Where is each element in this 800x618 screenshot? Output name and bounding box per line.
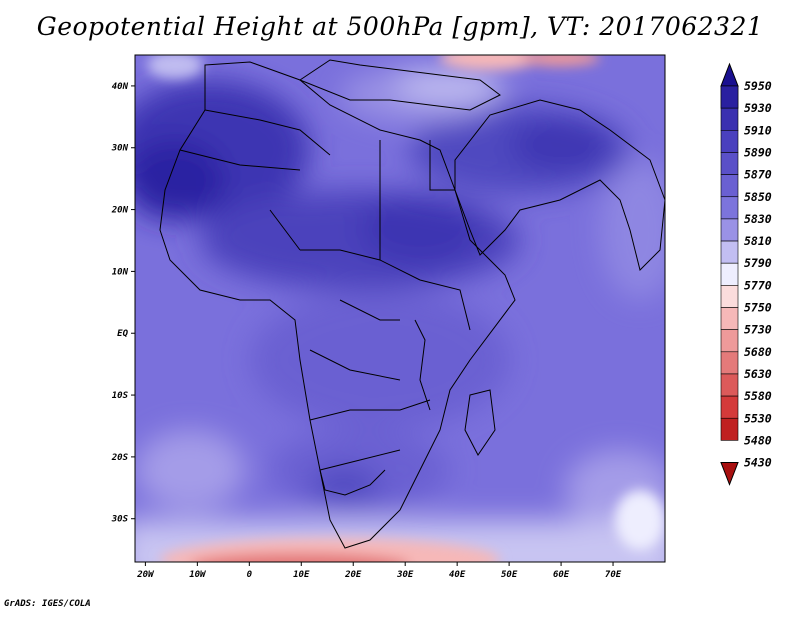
plot-frame	[134, 54, 666, 563]
colorbar-swatch	[720, 417, 739, 441]
y-axis: 40N 30N 20N 10N EQ 10S 20S 30S	[111, 82, 135, 525]
colorbar-bottom-arrow	[720, 462, 739, 486]
y-tick-label: 40N	[112, 82, 129, 92]
colorbar-label: 5630	[744, 367, 772, 381]
height-field	[135, 55, 665, 562]
x-tick-label: 50E	[501, 570, 518, 580]
colorbar-swatch	[720, 285, 739, 308]
colorbar-label: 5730	[744, 323, 772, 337]
x-tick-label: 60E	[553, 570, 570, 580]
y-tick-label: 20N	[111, 206, 129, 216]
colorbar-swatch	[720, 240, 739, 264]
y-tick-label: 20S	[111, 453, 129, 463]
coastlines	[159, 59, 665, 549]
colorbar: 5950 5930 5910 5890 5870 5850 5830 5810 5790 5770…	[720, 62, 772, 486]
x-tick-label: 20E	[344, 570, 362, 580]
colorbar-swatch	[720, 373, 739, 397]
x-axis: 20W 10W 0 10E 20E 30E 40E 50E 60E 70E	[136, 562, 622, 580]
colorbar-label: 5530	[744, 411, 772, 425]
colorbar-swatch	[720, 196, 739, 220]
x-tick-label: 30E	[396, 570, 414, 580]
colorbar-label: 5430	[744, 456, 772, 470]
y-tick-label: 30N	[111, 144, 129, 154]
colorbar-swatch	[720, 174, 739, 198]
x-tick-label: 10W	[189, 570, 207, 580]
y-tick-label: EQ	[117, 329, 128, 339]
colorbar-swatch	[720, 351, 739, 375]
colorbar-label: 5930	[744, 101, 772, 115]
colorbar-label: 5580	[744, 389, 772, 403]
colorbar-label: 5810	[744, 234, 772, 248]
colorbar-swatch	[720, 395, 739, 419]
colorbar-top-arrow	[720, 62, 739, 87]
colorbar-label: 5790	[744, 256, 772, 270]
colorbar-label: 5870	[744, 168, 772, 182]
footer-credit: GrADS: IGES/COLA	[4, 599, 91, 609]
x-tick-label: 10E	[293, 570, 310, 580]
colorbar-swatch	[720, 107, 739, 131]
colorbar-swatch	[720, 130, 739, 153]
colorbar-label: 5850	[744, 190, 772, 204]
x-tick-label: 20W	[136, 570, 155, 580]
colorbar-swatch	[720, 152, 739, 175]
y-tick-label: 30S	[111, 515, 129, 525]
y-tick-label: 10N	[112, 267, 129, 277]
colorbar-swatch	[720, 329, 739, 353]
colorbar-swatch	[720, 85, 739, 109]
colorbar-swatch	[720, 262, 739, 286]
colorbar-label: 5910	[744, 123, 772, 137]
colorbar-label: 5950	[744, 79, 772, 93]
colorbar-label: 5770	[744, 278, 772, 292]
x-tick-label: 70E	[605, 570, 622, 580]
colorbar-label: 5890	[744, 145, 772, 159]
colorbar-label: 5830	[744, 212, 772, 226]
colorbar-swatch	[720, 218, 739, 242]
colorbar-label: 5480	[744, 433, 772, 447]
colorbar-label: 5750	[744, 301, 772, 315]
x-tick-label: 0	[247, 570, 253, 580]
map-title: Geopotential Height at 500hPa [gpm], VT:…	[36, 12, 764, 41]
x-tick-label: 40E	[449, 570, 466, 580]
colorbar-label: 5680	[744, 345, 772, 359]
colorbar-swatch	[720, 307, 739, 330]
y-tick-label: 10S	[112, 391, 129, 401]
